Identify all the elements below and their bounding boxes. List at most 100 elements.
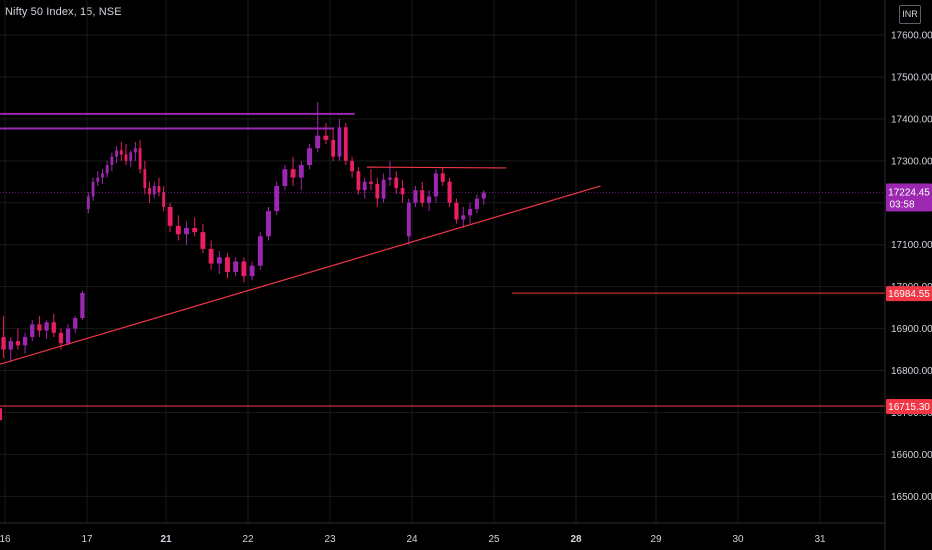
candle [474, 194, 479, 214]
candle-body [101, 173, 104, 178]
candle-body [216, 257, 222, 264]
candle-body [8, 341, 13, 350]
candle [400, 179, 405, 203]
candle-body [105, 165, 109, 174]
candle [184, 221, 189, 245]
candle-body [447, 181, 452, 203]
price-tick-0: 17600.00 [891, 31, 932, 42]
candle [119, 141, 123, 161]
candle [101, 169, 104, 184]
candle-body [1, 336, 6, 350]
candle [143, 160, 147, 195]
candle-body [167, 206, 173, 226]
candle-body [86, 196, 90, 210]
candle-body [257, 236, 263, 266]
candle-body [249, 265, 255, 277]
candle [337, 118, 342, 161]
candle [433, 169, 438, 203]
candle [307, 144, 312, 170]
candle [257, 232, 263, 270]
candle-body [80, 292, 85, 319]
current-price-box [886, 183, 932, 212]
candle-body [362, 181, 367, 191]
candle [315, 102, 321, 153]
candle [249, 261, 255, 281]
candle [105, 160, 109, 178]
candle [51, 313, 56, 337]
candle-body [184, 227, 189, 235]
candle [8, 336, 13, 363]
candle-body [266, 211, 271, 237]
candle [440, 167, 445, 186]
level-label-0: 16984.55 [888, 289, 930, 300]
candle-body [124, 154, 128, 161]
candle-body [433, 173, 438, 197]
candle-body [51, 322, 56, 333]
candle-body [157, 185, 161, 193]
candle-body [96, 177, 100, 182]
candle-body [413, 190, 418, 203]
candle-body [323, 135, 329, 140]
candle-body [233, 261, 239, 272]
candle [200, 223, 206, 254]
candle-body [461, 215, 466, 220]
candle-body [115, 150, 118, 157]
time-tick-23: 23 [324, 534, 336, 545]
candle [362, 177, 367, 199]
level-label-box-0 [886, 286, 932, 302]
candle-body [134, 148, 137, 153]
candle-body [15, 341, 21, 346]
candle [461, 206, 466, 228]
partial-candle [0, 408, 2, 421]
trend-line-0 [0, 185, 601, 365]
candle [30, 320, 35, 342]
candle-body [420, 190, 425, 203]
candle [110, 152, 114, 172]
candle [394, 171, 399, 195]
candle-body [274, 185, 280, 212]
candle-body [454, 202, 459, 220]
candle-body [481, 192, 486, 199]
price-axis[interactable]: 17600.0017500.0017400.0017300.0017200.00… [884, 0, 932, 550]
candle [375, 177, 380, 207]
price-tick-1: 17500.00 [891, 72, 932, 83]
candle-body [73, 318, 78, 329]
time-tick-25: 25 [488, 534, 500, 545]
candle-body [381, 179, 386, 199]
candle [274, 181, 280, 216]
time-axis[interactable]: 16 17 21 22 23 24 25 28 29 30 31 [0, 522, 885, 545]
time-tick-28: 28 [570, 534, 582, 545]
candle [124, 144, 128, 166]
candle [162, 185, 166, 212]
candle [266, 206, 271, 241]
candle-body [143, 169, 147, 189]
time-tick-24: 24 [406, 534, 418, 545]
candle-body [175, 225, 181, 235]
currency-button[interactable]: INR [899, 5, 921, 24]
candle-body [138, 148, 142, 170]
candle [138, 139, 142, 174]
candle-body [400, 188, 405, 195]
candle-body [406, 202, 411, 237]
candle [225, 253, 230, 279]
price-tick-3: 17300.00 [891, 156, 932, 167]
candle [1, 315, 6, 358]
candle [356, 167, 361, 195]
candle [134, 141, 137, 161]
candle [350, 156, 354, 178]
candle-body [162, 192, 166, 207]
candle-body [427, 196, 432, 203]
candle-body [440, 173, 445, 182]
time-tick-22: 22 [242, 534, 254, 545]
candle-body [474, 198, 479, 210]
drawing-lines[interactable] [0, 112, 885, 407]
time-tick-30: 30 [732, 534, 744, 545]
candle-body [356, 171, 361, 191]
candle [115, 146, 118, 163]
level-label-box-1 [886, 399, 932, 415]
candle-body [375, 183, 380, 199]
candle [388, 160, 392, 186]
candle-body [290, 169, 296, 178]
